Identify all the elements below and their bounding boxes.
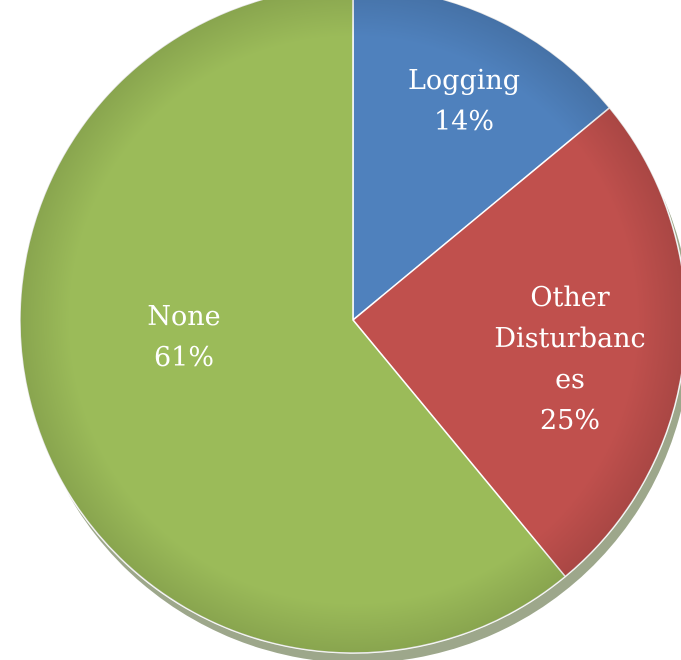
slice-category-label: Logging [408, 65, 520, 96]
slice-category-label: es [555, 364, 585, 395]
slice-label-other-disturbances: Other Disturbanc es 25% [494, 282, 645, 436]
slice-category-label: Other [530, 282, 609, 313]
slice-category-label: Disturbanc [494, 323, 645, 354]
slice-value-label: 61% [154, 342, 214, 373]
slice-category-label: None [147, 301, 220, 332]
slice-value-label: 25% [540, 405, 600, 436]
slice-value-label: 14% [434, 106, 494, 137]
slice-label-logging: Logging 14% [408, 65, 520, 137]
pie-labels: Logging 14% Other Disturbanc es 25% None 61% [147, 65, 645, 436]
slice-label-none: None 61% [147, 301, 220, 373]
